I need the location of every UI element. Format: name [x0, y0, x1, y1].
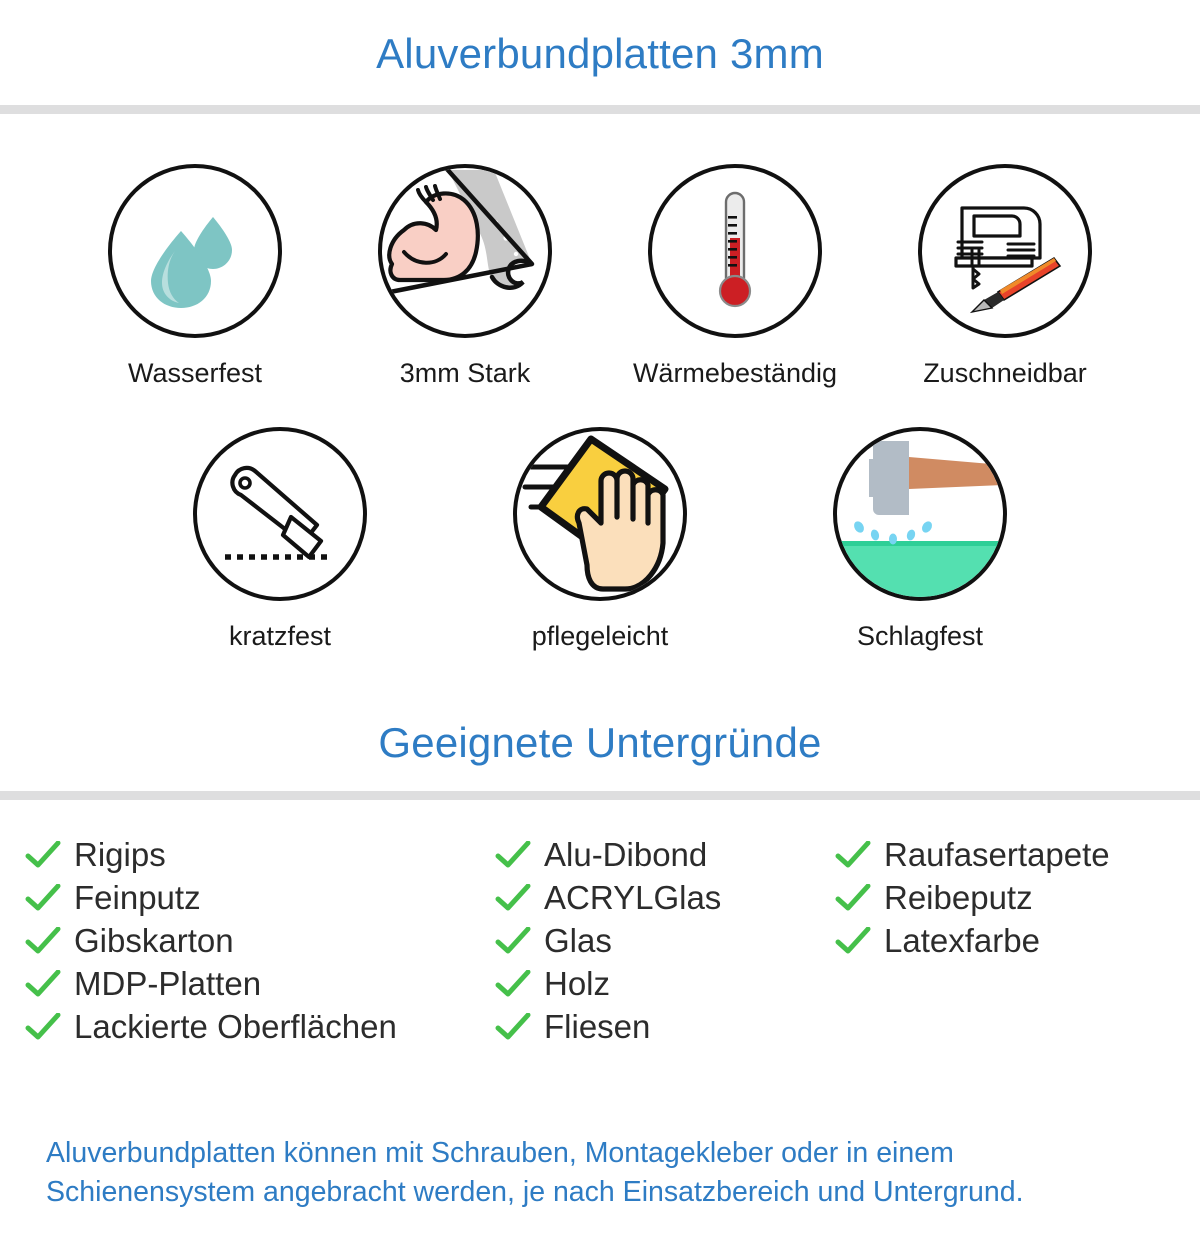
list-item[interactable]: Gibskarton	[24, 919, 494, 962]
feature-label: Schlagfest	[856, 621, 984, 652]
check-icon	[494, 969, 532, 999]
checklist-column: Alu-Dibond ACRYLGlas Glas Holz Fliesen	[494, 833, 834, 1048]
feature-circle	[108, 164, 282, 338]
feature-circle	[193, 427, 367, 602]
check-icon	[834, 883, 872, 913]
list-item[interactable]: Alu-Dibond	[494, 833, 834, 876]
feature-circle	[378, 164, 552, 338]
feature-label: pflegeleicht	[531, 621, 669, 652]
list-item[interactable]: ACRYLGlas	[494, 876, 834, 919]
list-item[interactable]: Glas	[494, 919, 834, 962]
divider-top	[0, 105, 1200, 114]
check-icon	[494, 883, 532, 913]
feature-label: 3mm Stark	[399, 358, 531, 388]
feature-3mm-stark[interactable]: 3mm Stark	[359, 164, 571, 389]
feature-circle	[833, 427, 1007, 602]
list-item-label: Rigips	[74, 836, 166, 874]
hammer-impact-icon	[837, 431, 1003, 598]
check-icon	[24, 969, 62, 999]
list-item[interactable]: MDP-Platten	[24, 962, 494, 1005]
water-drops-icon	[135, 191, 255, 311]
feature-label: kratzfest	[228, 621, 332, 652]
list-item-label: Feinputz	[74, 879, 201, 917]
list-item-label: Lackierte Oberflächen	[74, 1008, 397, 1046]
list-item[interactable]: Lackierte Oberflächen	[24, 1005, 494, 1048]
list-item[interactable]: Feinputz	[24, 876, 494, 919]
check-icon	[24, 883, 62, 913]
list-item-label: Raufasertapete	[884, 836, 1110, 874]
check-icon	[834, 840, 872, 870]
check-icon	[24, 840, 62, 870]
feature-label: Wärmebeständig	[632, 358, 838, 388]
flexed-bicep-icon	[382, 168, 548, 334]
list-item[interactable]: Holz	[494, 962, 834, 1005]
list-item-label: Fliesen	[544, 1008, 651, 1046]
check-icon	[494, 1012, 532, 1042]
page-title-secondary: Geeignete Untergründe	[378, 719, 822, 767]
list-item-label: Latexfarbe	[884, 922, 1040, 960]
checklist-column: Raufasertapete Reibeputz Latexfarbe	[834, 833, 1174, 962]
checklist-column: Rigips Feinputz Gibskarton MDP-Platten L…	[24, 833, 494, 1048]
hand-cleaning-cloth-icon	[517, 431, 683, 597]
list-item-label: ACRYLGlas	[544, 879, 722, 917]
suitable-surfaces-list: Rigips Feinputz Gibskarton MDP-Platten L…	[0, 833, 1200, 1048]
list-item-label: MDP-Platten	[74, 965, 262, 1003]
thermometer-icon	[695, 186, 775, 316]
feature-row-secondary: kratzfest pflegeleicht	[0, 427, 1200, 652]
list-item-label: Gibskarton	[74, 922, 234, 960]
feature-zuschneidbar[interactable]: Zuschneidbar	[899, 164, 1111, 389]
page-title-primary: Aluverbundplatten 3mm	[376, 30, 824, 77]
list-item-label: Glas	[544, 922, 612, 960]
list-item-label: Holz	[544, 965, 611, 1003]
list-item-label: Reibeputz	[884, 879, 1033, 917]
feature-circle	[648, 164, 822, 338]
feature-pflegeleicht[interactable]: pflegeleicht	[494, 427, 706, 652]
cutter-knife-icon	[217, 451, 343, 577]
check-icon	[494, 926, 532, 956]
check-icon	[24, 1012, 62, 1042]
list-item[interactable]: Latexfarbe	[834, 919, 1174, 962]
feature-circle	[513, 427, 687, 602]
feature-wasserfest[interactable]: Wasserfest	[89, 164, 301, 389]
check-icon	[834, 926, 872, 956]
check-icon	[494, 840, 532, 870]
list-item[interactable]: Rigips	[24, 833, 494, 876]
feature-waermebestaendig[interactable]: Wärmebeständig	[629, 164, 841, 389]
footer-note: Aluverbundplatten können mit Schrauben, …	[46, 1137, 1024, 1208]
feature-row-primary: Wasserfest	[0, 164, 1200, 389]
list-item[interactable]: Reibeputz	[834, 876, 1174, 919]
feature-label: Zuschneidbar	[923, 358, 1087, 388]
list-item[interactable]: Fliesen	[494, 1005, 834, 1048]
feature-circle	[918, 164, 1092, 338]
list-item-label: Alu-Dibond	[544, 836, 708, 874]
feature-schlagfest[interactable]: Schlagfest	[814, 427, 1026, 652]
check-icon	[24, 926, 62, 956]
jigsaw-cutter-icon	[942, 188, 1068, 314]
feature-label: Wasserfest	[127, 358, 263, 388]
divider-middle	[0, 791, 1200, 801]
feature-kratzfest[interactable]: kratzfest	[174, 427, 386, 652]
list-item[interactable]: Raufasertapete	[834, 833, 1174, 876]
